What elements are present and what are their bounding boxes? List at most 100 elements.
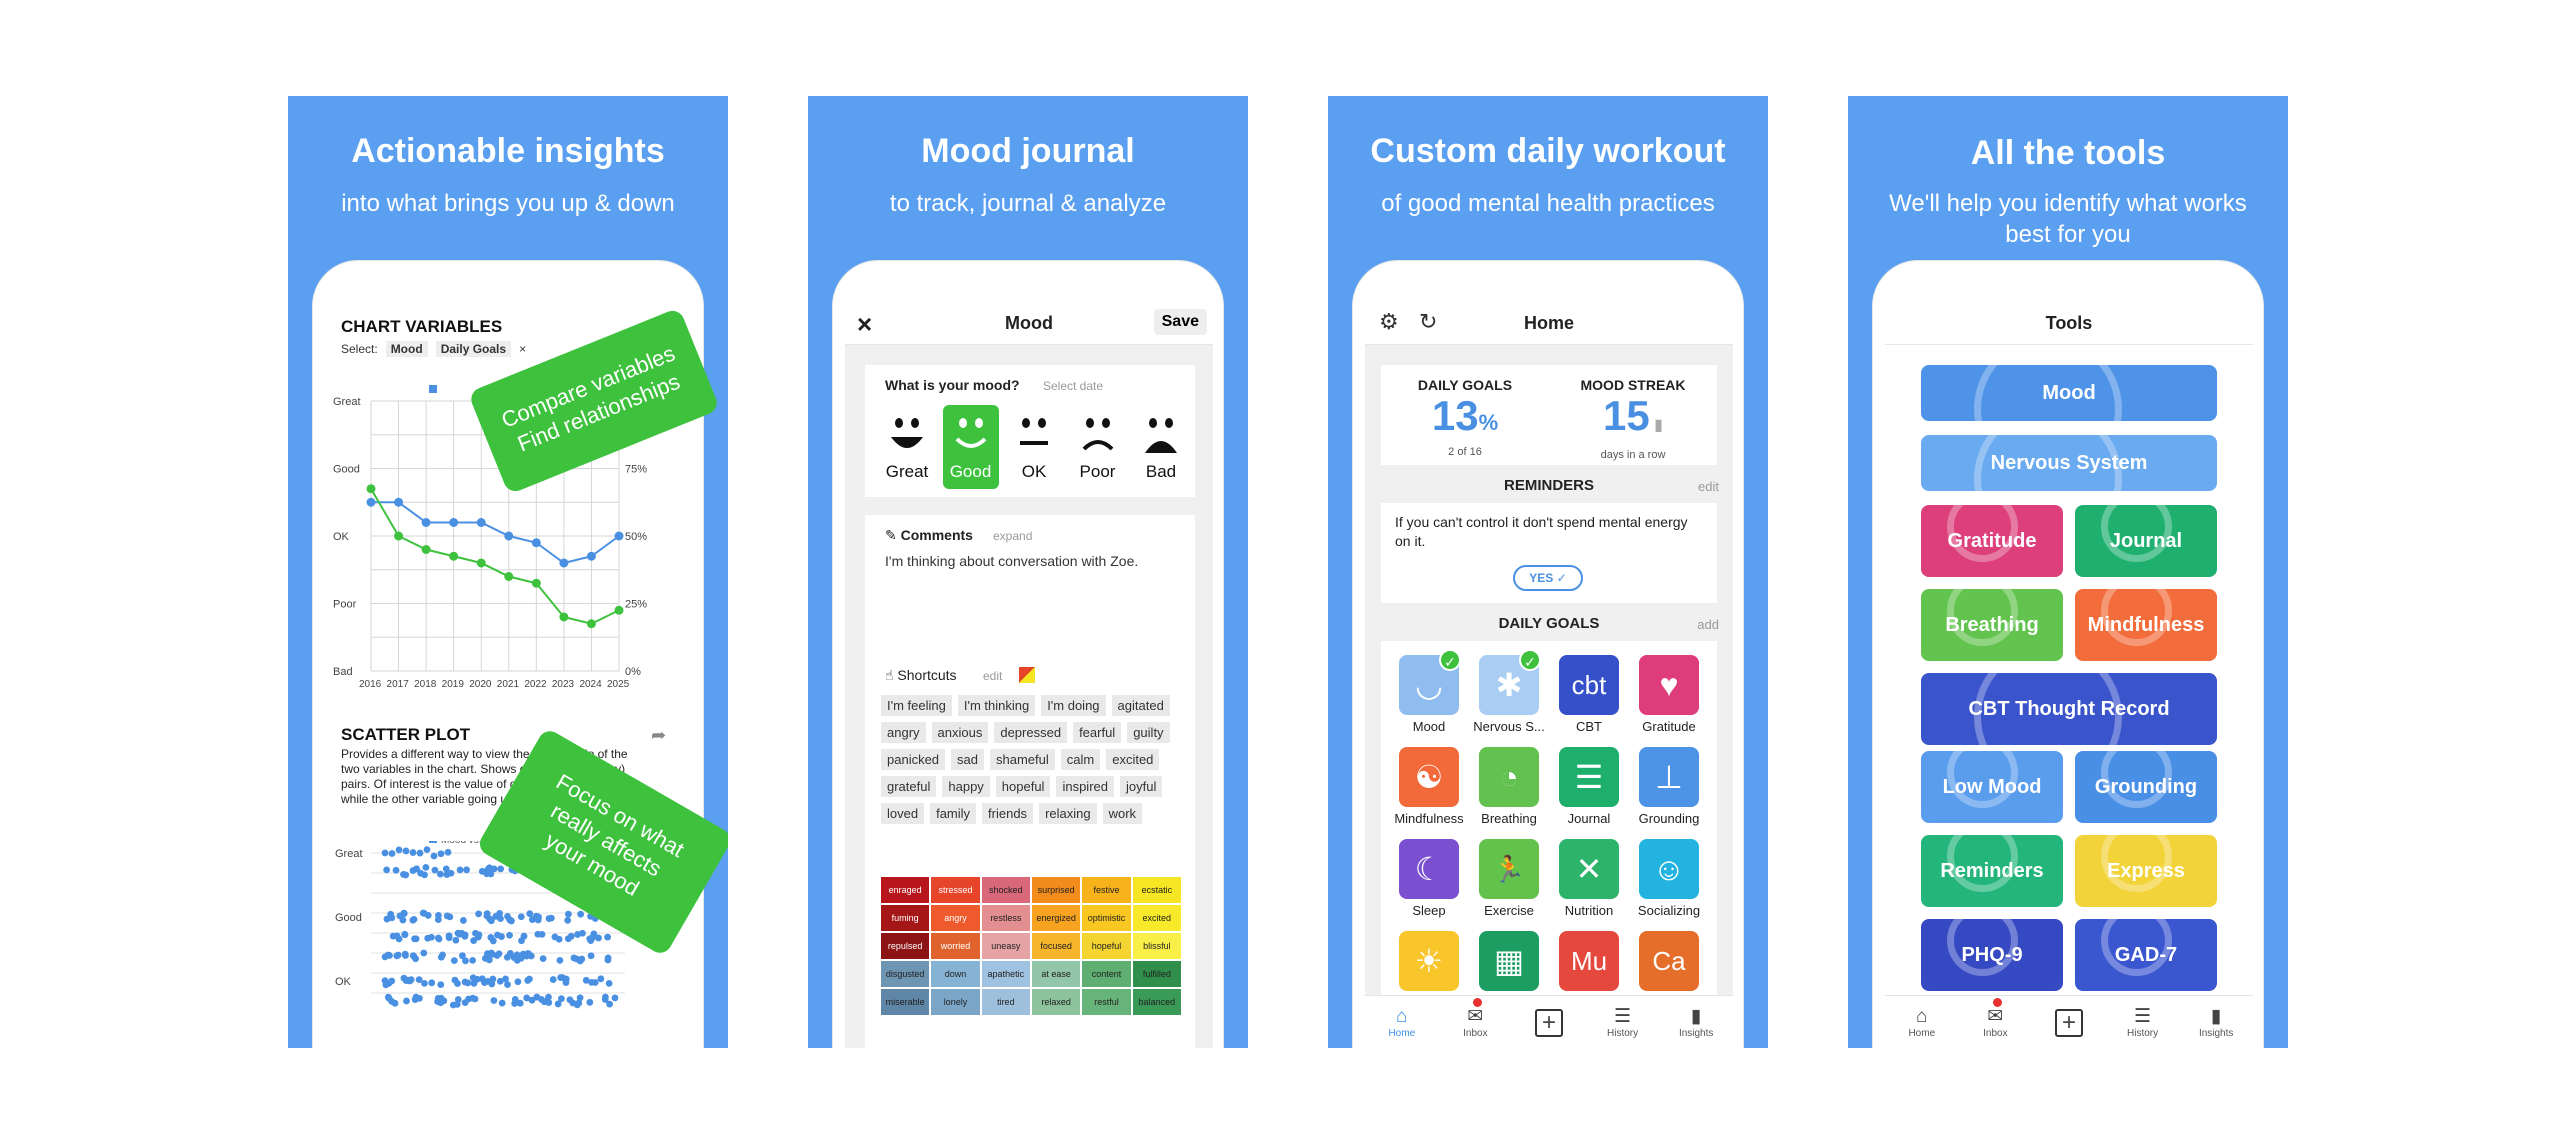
tool-mood-button[interactable]: Mood [1921, 365, 2217, 421]
tool-phq-9-button[interactable]: PHQ-9 [1921, 919, 2063, 991]
tab-history[interactable]: ☰ History [1593, 1006, 1653, 1039]
tag-chip[interactable]: guilty [1127, 722, 1170, 743]
tool-grounding-button[interactable]: Grounding [2075, 751, 2217, 823]
goal-item[interactable]: ◡ ✓ Mood [1389, 649, 1469, 739]
tool-mindfulness-button[interactable]: Mindfulness [2075, 589, 2217, 661]
yes-button[interactable]: YES ✓ [1513, 565, 1583, 591]
tag-chip[interactable]: joyful [1119, 776, 1163, 797]
goals-add-link[interactable]: add [1697, 617, 1719, 632]
tag-chip[interactable]: happy [942, 776, 990, 797]
tag-chip[interactable]: work [1102, 803, 1143, 824]
tag-chip[interactable]: grateful [881, 776, 937, 797]
chip-mood[interactable]: Mood [385, 341, 428, 357]
shortcuts-edit-link[interactable]: edit [983, 669, 1003, 683]
tool-reminders-button[interactable]: Reminders [1921, 835, 2063, 907]
tag-chip[interactable]: agitated [1111, 695, 1170, 716]
emotion-cell[interactable]: fulfilled [1132, 961, 1181, 987]
tool-express-yourself-button[interactable]: Express Yourself [2075, 835, 2217, 907]
tag-chip[interactable]: family [930, 803, 977, 824]
tag-chip[interactable]: I'm thinking [957, 695, 1036, 716]
comment-text[interactable]: I'm thinking about conversation with Zoe… [885, 553, 1139, 569]
tag-chip[interactable]: friends [982, 803, 1034, 824]
tag-chip[interactable]: loved [881, 803, 925, 824]
mood-option-bad[interactable]: Bad [1133, 405, 1189, 489]
share-icon[interactable]: ➦ [651, 725, 667, 745]
goal-item[interactable]: ✱ ✓ Nervous S... [1469, 649, 1549, 739]
daily-goals-stat[interactable]: DAILY GOALS 13% 2 of 16 [1381, 377, 1549, 458]
goal-item[interactable]: ⊥ Grounding [1629, 747, 1709, 831]
tag-chip[interactable]: I'm feeling [881, 695, 952, 716]
chip-daily-goals[interactable]: Daily Goals [435, 341, 512, 357]
tag-chip[interactable]: shameful [990, 749, 1055, 770]
tab-add[interactable]: + [1519, 1008, 1579, 1037]
mood-option-poor[interactable]: Poor [1070, 405, 1126, 489]
emotion-cell[interactable]: surprised [1031, 877, 1081, 903]
emotion-cell[interactable]: festive [1082, 877, 1131, 903]
emotion-cell[interactable]: miserable [881, 989, 930, 1015]
emotion-cell[interactable]: enraged [881, 877, 930, 903]
chip-close-icon[interactable]: × [519, 342, 527, 356]
tag-chip[interactable]: I'm doing [1041, 695, 1106, 716]
goal-item[interactable]: ☺ Socializing [1629, 839, 1709, 923]
goal-item[interactable]: ☾ Sleep [1389, 839, 1469, 923]
tag-chip[interactable]: panicked [881, 749, 946, 770]
goal-item[interactable]: ☀ [1389, 931, 1469, 997]
tool-low-mood-button[interactable]: Low Mood [1921, 751, 2063, 823]
emotion-cell[interactable]: excited [1132, 905, 1181, 931]
emotion-cell[interactable]: shocked [981, 877, 1030, 903]
tag-chip[interactable]: fearful [1073, 722, 1122, 743]
tool-cbt-thought-record-button[interactable]: CBT Thought Record [1921, 673, 2217, 745]
emotion-cell[interactable]: relaxed [1031, 989, 1081, 1015]
tool-nervous-system-button[interactable]: Nervous System [1921, 435, 2217, 491]
reminders-edit-link[interactable]: edit [1698, 479, 1719, 494]
tool-breathing-button[interactable]: Breathing [1921, 589, 2063, 661]
emotion-cell[interactable]: energized [1031, 905, 1081, 931]
goal-item[interactable]: Ca [1629, 931, 1709, 997]
emotion-cell[interactable]: repulsed [881, 933, 930, 959]
tag-chip[interactable]: sad [951, 749, 985, 770]
emotion-cell[interactable]: restful [1082, 989, 1131, 1015]
mood-streak-stat[interactable]: MOOD STREAK 15 ▮ days in a row [1549, 377, 1717, 461]
emotion-cell[interactable]: tired [981, 989, 1030, 1015]
goal-item[interactable]: ◔ Breathing [1469, 747, 1549, 831]
mood-option-good[interactable]: Good [942, 405, 999, 489]
emotion-cell[interactable]: at ease [1031, 961, 1081, 987]
tag-chip[interactable]: angry [881, 722, 926, 743]
goal-item[interactable]: ♥ Gratitude [1629, 655, 1709, 739]
emotion-cell[interactable]: focused [1031, 933, 1081, 959]
emotion-cell[interactable]: angry [931, 905, 980, 931]
mood-option-great[interactable]: Great [879, 405, 935, 489]
tab-inbox[interactable]: ✉ Inbox [1445, 998, 1505, 1039]
tool-gad-7-button[interactable]: GAD-7 [2075, 919, 2217, 991]
emotion-cell[interactable]: ecstatic [1132, 877, 1181, 903]
tab-history[interactable]: ☰ History [2113, 1006, 2173, 1039]
emotion-cell[interactable]: restless [981, 905, 1030, 931]
tag-chip[interactable]: anxious [931, 722, 989, 743]
emotion-cell[interactable]: down [931, 961, 980, 987]
tool-journal-button[interactable]: Journal [2075, 505, 2217, 577]
palette-icon[interactable] [1019, 667, 1035, 683]
emotion-cell[interactable]: lonely [931, 989, 980, 1015]
save-button[interactable]: Save [1153, 309, 1207, 335]
tab-insights[interactable]: ▮ Insights [2186, 1006, 2246, 1039]
goal-item[interactable]: cbt CBT [1549, 655, 1629, 739]
emotion-cell[interactable]: stressed [931, 877, 980, 903]
select-date-link[interactable]: Select date [1043, 379, 1104, 393]
goal-item[interactable]: ▦ [1469, 931, 1549, 997]
goal-item[interactable]: Mu [1549, 931, 1629, 997]
tab-home[interactable]: ⌂ Home [1372, 1006, 1432, 1039]
tool-gratitude-button[interactable]: Gratitude [1921, 505, 2063, 577]
goal-item[interactable]: ✕ Nutrition [1549, 839, 1629, 923]
tag-chip[interactable]: calm [1060, 749, 1101, 770]
goal-item[interactable]: ☰ Journal [1549, 747, 1629, 831]
emotion-cell[interactable]: worried [931, 933, 980, 959]
tab-home[interactable]: ⌂ Home [1892, 1006, 1952, 1039]
goal-item[interactable]: ☯ Mindfulness [1389, 747, 1469, 831]
emotion-cell[interactable]: fuming [881, 905, 930, 931]
tag-chip[interactable]: hopeful [995, 776, 1051, 797]
tag-chip[interactable]: inspired [1056, 776, 1114, 797]
emotion-cell[interactable]: hopeful [1082, 933, 1131, 959]
emotion-cell[interactable]: blissful [1132, 933, 1181, 959]
tab-inbox[interactable]: ✉ Inbox [1965, 998, 2025, 1039]
emotion-cell[interactable]: disgusted [881, 961, 930, 987]
